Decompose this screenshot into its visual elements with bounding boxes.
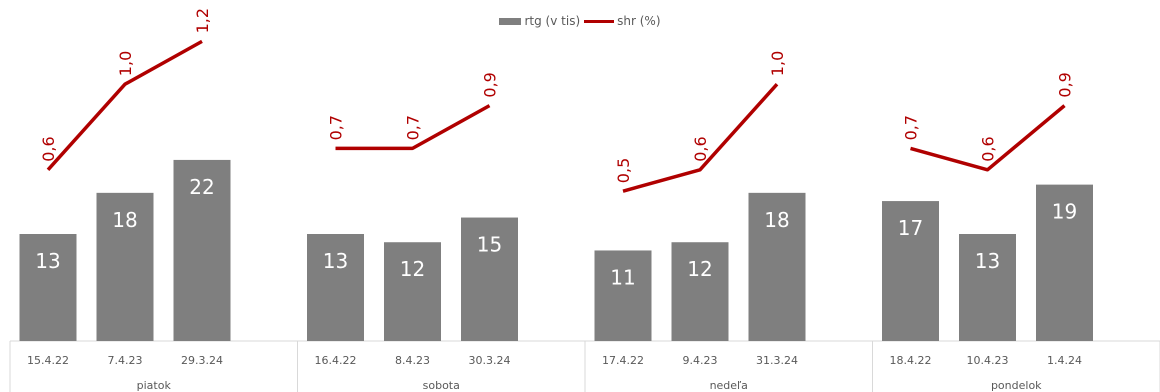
bar-value-label: 19 bbox=[1052, 200, 1077, 224]
x-group-label: piatok bbox=[137, 379, 172, 392]
bar bbox=[959, 234, 1016, 341]
bar-value-label: 12 bbox=[687, 257, 712, 281]
bar-value-label: 18 bbox=[112, 208, 137, 232]
x-tick-label: 1.4.24 bbox=[1047, 354, 1082, 367]
bar bbox=[748, 192, 806, 341]
legend-label-rtg: rtg (v tis) bbox=[524, 14, 581, 28]
bar-value-label: 11 bbox=[610, 265, 635, 289]
bar-value-label: 13 bbox=[35, 249, 60, 273]
line-value-label: 0,6 bbox=[39, 136, 58, 161]
shr-line bbox=[46, 39, 203, 171]
bar-value-label: 22 bbox=[189, 175, 214, 199]
x-tick-label: 29.3.24 bbox=[181, 354, 223, 367]
line-value-label: 0,9 bbox=[481, 72, 500, 97]
legend-item-shr: shr (%) bbox=[584, 14, 661, 28]
x-tick-label: 18.4.22 bbox=[890, 354, 932, 367]
bar bbox=[96, 192, 154, 341]
shr-line bbox=[335, 104, 491, 151]
line-value-label: 1,0 bbox=[116, 51, 135, 76]
legend-swatch-shr bbox=[584, 19, 615, 23]
x-tick-label: 10.4.23 bbox=[967, 354, 1009, 367]
bar-value-label: 13 bbox=[975, 249, 1000, 273]
x-tick-label: 17.4.22 bbox=[602, 354, 644, 367]
x-group-label: nedeľa bbox=[710, 379, 748, 392]
x-tick-label: 31.3.24 bbox=[756, 354, 798, 367]
line-value-label: 1,2 bbox=[193, 8, 212, 33]
bar-value-label: 13 bbox=[323, 249, 348, 273]
line-value-label: 0,7 bbox=[902, 115, 921, 140]
shr-line bbox=[910, 104, 1066, 172]
bar bbox=[307, 234, 364, 341]
line-value-label: 0,9 bbox=[1056, 72, 1075, 97]
legend-swatch-rtg bbox=[499, 17, 522, 25]
x-group-label: sobota bbox=[423, 379, 460, 392]
bar bbox=[384, 242, 441, 341]
bar-value-label: 18 bbox=[764, 208, 789, 232]
bar bbox=[671, 242, 729, 341]
bar bbox=[882, 201, 939, 341]
x-tick-label: 8.4.23 bbox=[395, 354, 430, 367]
legend-item-rtg: rtg (v tis) bbox=[499, 14, 580, 28]
bar bbox=[594, 250, 652, 341]
x-tick-label: 15.4.22 bbox=[27, 354, 69, 367]
bar bbox=[461, 217, 518, 341]
line-value-label: 0,6 bbox=[979, 136, 998, 161]
line-value-label: 0,6 bbox=[691, 136, 710, 161]
shr-line bbox=[622, 83, 779, 193]
bar-value-label: 15 bbox=[477, 233, 502, 257]
bar bbox=[1036, 184, 1093, 341]
bar bbox=[173, 159, 231, 341]
line-value-label: 0,7 bbox=[327, 115, 346, 140]
x-tick-label: 30.3.24 bbox=[469, 354, 511, 367]
line-value-label: 0,7 bbox=[404, 115, 423, 140]
bar bbox=[19, 234, 77, 341]
line-value-label: 0,5 bbox=[614, 158, 633, 183]
x-tick-label: 16.4.22 bbox=[315, 354, 357, 367]
x-group-label: pondelok bbox=[991, 379, 1042, 392]
line-value-label: 1,0 bbox=[768, 51, 787, 76]
x-tick-label: 7.4.23 bbox=[108, 354, 143, 367]
x-tick-label: 9.4.23 bbox=[683, 354, 718, 367]
legend-label-shr: shr (%) bbox=[617, 14, 661, 28]
legend: rtg (v tis) shr (%) bbox=[0, 14, 1160, 28]
bar-value-label: 17 bbox=[898, 216, 923, 240]
bar-value-label: 12 bbox=[400, 257, 425, 281]
